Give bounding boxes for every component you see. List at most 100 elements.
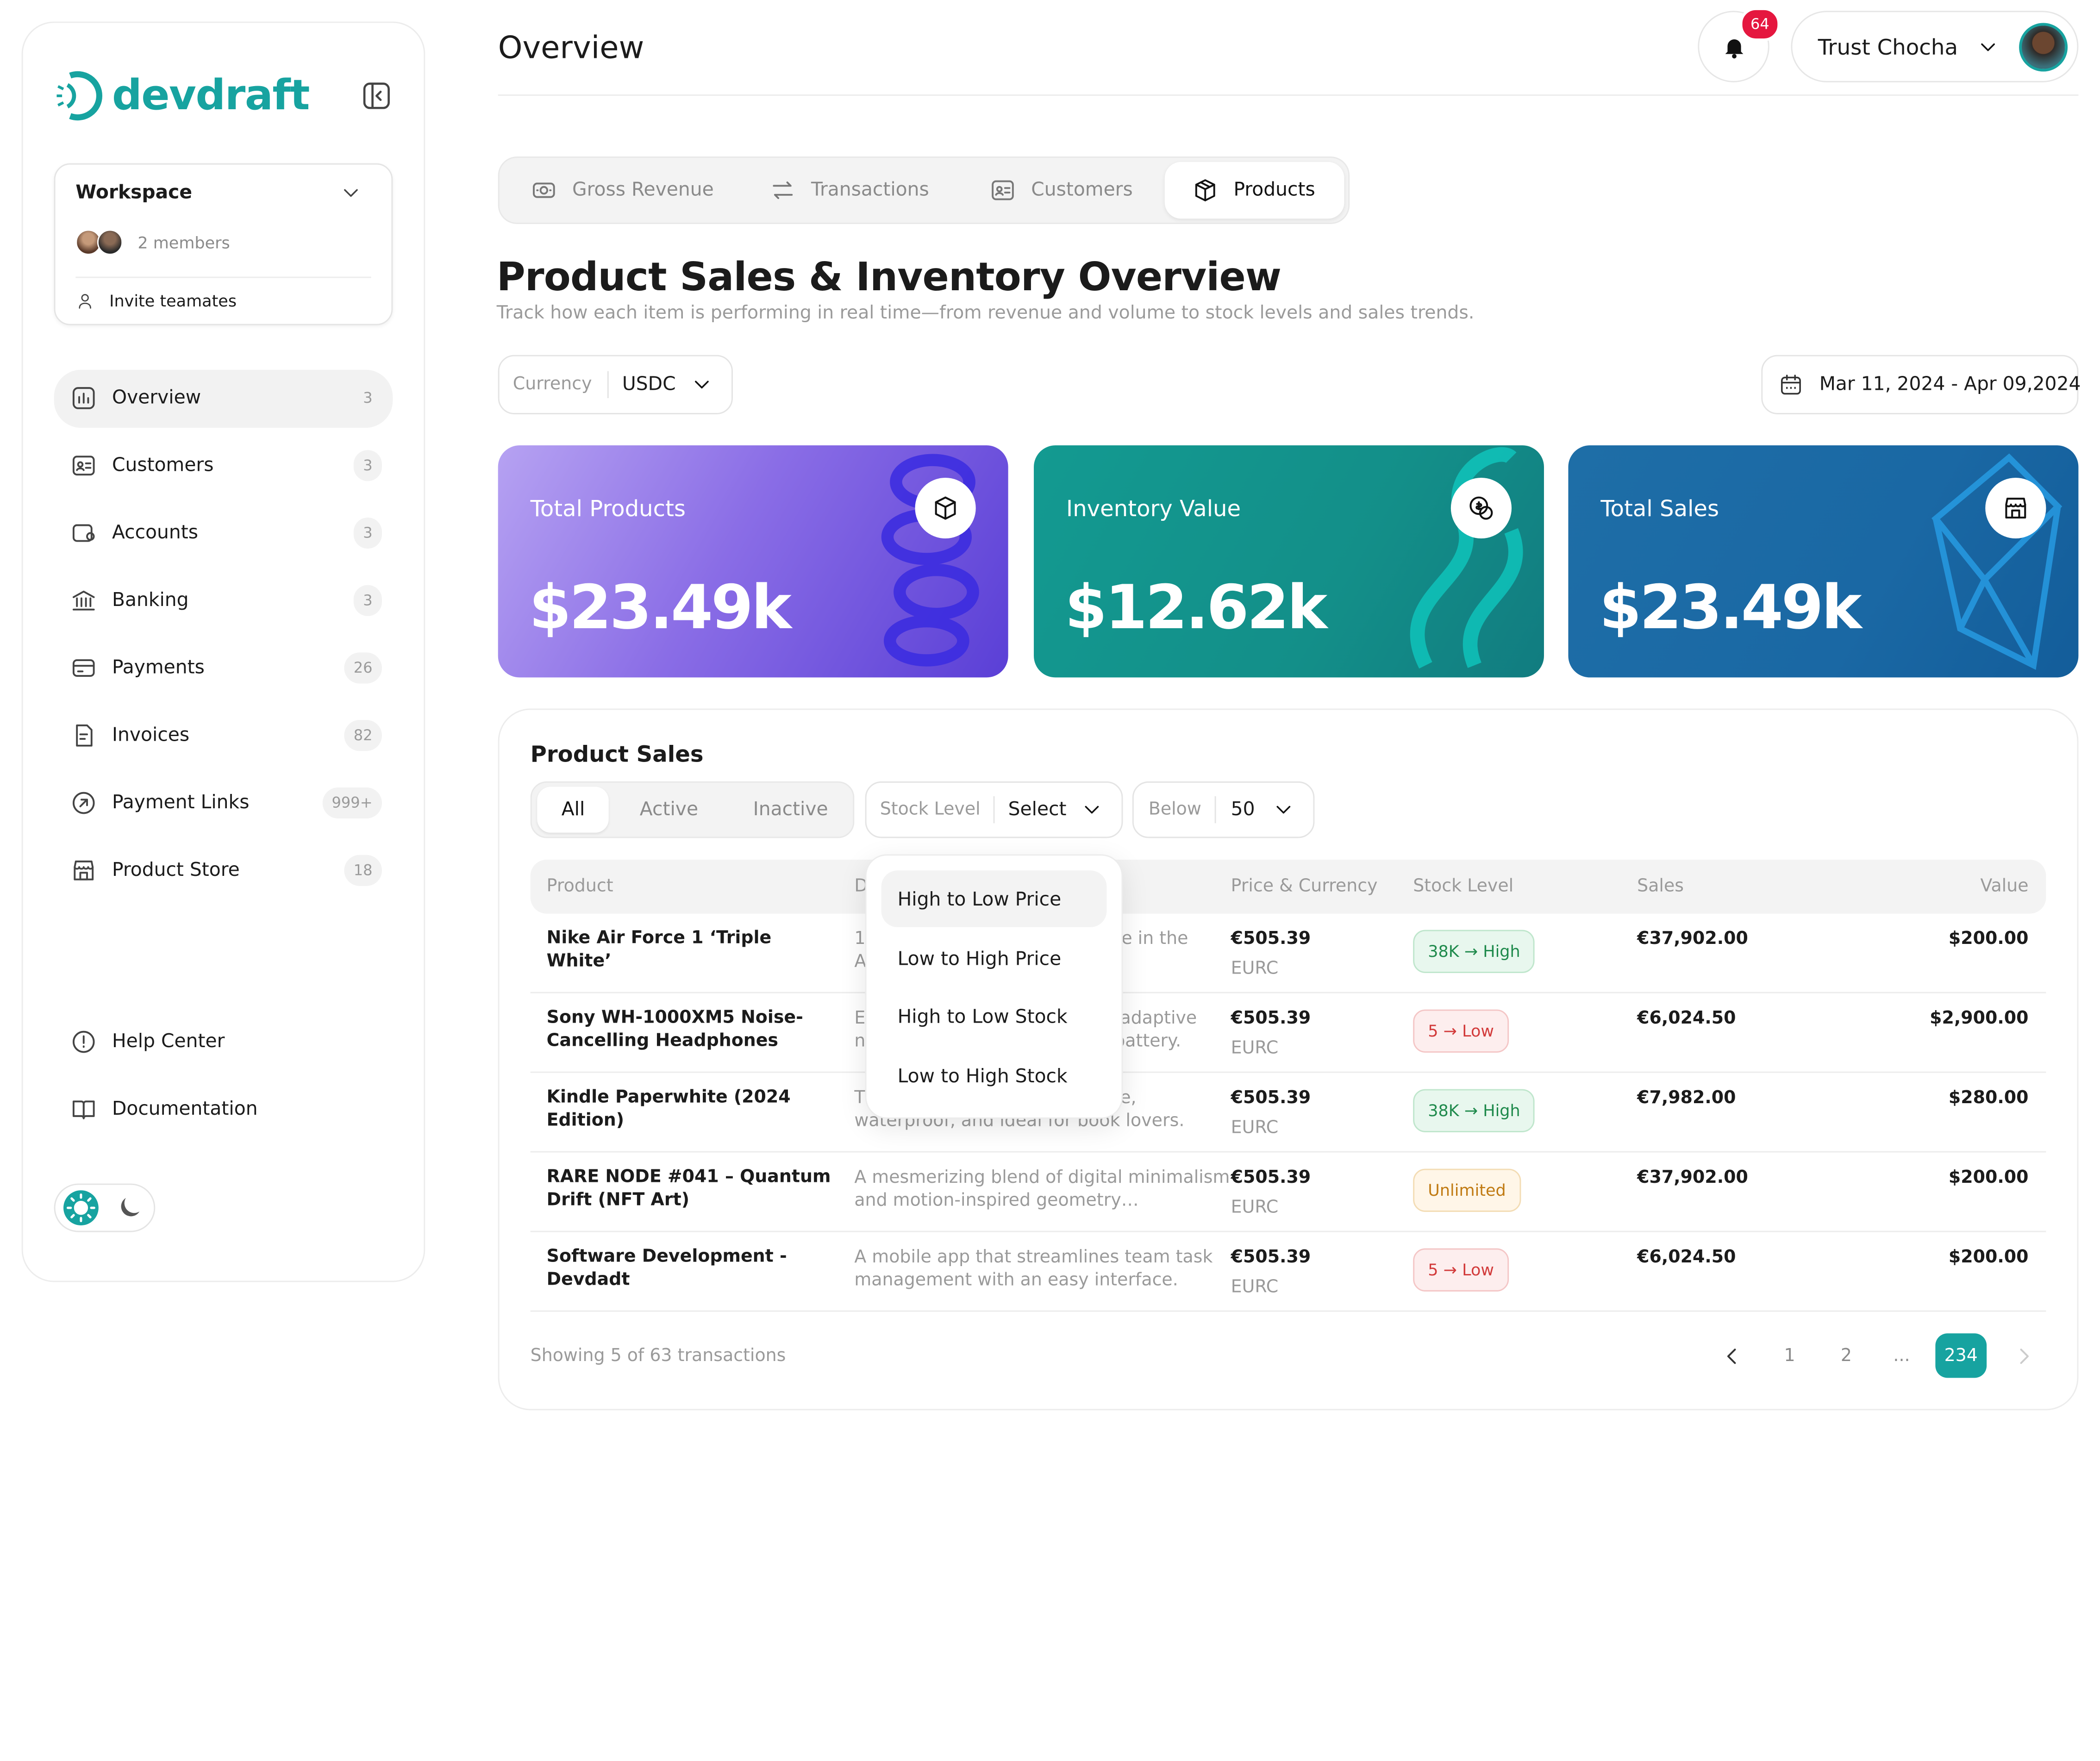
value: $200.00 bbox=[1948, 929, 2029, 949]
column-header: Price & Currency bbox=[1231, 876, 1378, 897]
icon-part bbox=[1467, 494, 1495, 528]
icon-part bbox=[1931, 453, 2062, 670]
icon-part bbox=[2020, 1349, 2029, 1364]
currency: EURC bbox=[1231, 1038, 1279, 1059]
footer-icon bbox=[70, 1096, 97, 1123]
icon-part bbox=[344, 189, 358, 197]
table-footer: Showing 5 of 63 transactions bbox=[530, 1346, 786, 1367]
header-divider bbox=[498, 94, 2079, 96]
icon-part bbox=[883, 615, 969, 667]
stock-badge: 5 → Low bbox=[1413, 1009, 1509, 1053]
section-title: Product Sales & Inventory Overview bbox=[496, 254, 1281, 300]
icon-part bbox=[1469, 496, 1493, 520]
stock-value: Select bbox=[1008, 799, 1067, 821]
icon-part bbox=[72, 1100, 85, 1119]
filter-option[interactable]: All bbox=[561, 799, 585, 821]
collapse-button[interactable] bbox=[360, 80, 393, 112]
currency-select[interactable] bbox=[498, 355, 733, 414]
icon-part bbox=[66, 1193, 95, 1223]
icon-part bbox=[77, 461, 84, 468]
divider bbox=[1214, 796, 1216, 824]
icon-part bbox=[66, 1193, 95, 1223]
filter-option[interactable]: Inactive bbox=[753, 799, 828, 821]
tab[interactable]: Products bbox=[1233, 179, 1315, 201]
icon-part bbox=[57, 101, 64, 106]
icon-part bbox=[375, 90, 382, 101]
nav-label: Invoices bbox=[112, 724, 190, 747]
card-value: $12.62k bbox=[1065, 571, 1327, 643]
icon-part bbox=[72, 387, 95, 409]
column-header: Product bbox=[546, 876, 613, 897]
dropdown-option[interactable]: High to Low Stock bbox=[897, 1007, 1068, 1029]
below-filter[interactable] bbox=[1132, 781, 1315, 838]
icon-part bbox=[74, 866, 94, 870]
footer-link[interactable]: Help Center bbox=[112, 1031, 225, 1053]
workspace-title: Workspace bbox=[75, 182, 193, 204]
card-title: Total Products bbox=[530, 496, 686, 522]
icon-part bbox=[2005, 498, 2026, 519]
user-name: Trust Chocha bbox=[1818, 34, 1958, 60]
nav-item[interactable] bbox=[54, 571, 393, 630]
icon-part bbox=[344, 189, 358, 197]
icon-part bbox=[1981, 43, 1995, 51]
tab[interactable]: Transactions bbox=[811, 179, 929, 201]
nav-count: 3 bbox=[353, 450, 382, 481]
value: $280.00 bbox=[1948, 1088, 2029, 1109]
page-number[interactable]: 2 bbox=[1840, 1346, 1852, 1367]
icon-part bbox=[1781, 375, 1801, 395]
page-number[interactable]: 234 bbox=[1944, 1346, 1978, 1367]
nav-active-bg bbox=[54, 369, 393, 428]
invite-link[interactable]: Invite teamates bbox=[109, 291, 237, 311]
nav-label: Accounts bbox=[112, 522, 199, 544]
stock-filter[interactable] bbox=[865, 781, 1123, 838]
card-icon bbox=[1985, 477, 2046, 539]
icon-part bbox=[72, 792, 95, 814]
dropdown-option[interactable]: High to Low Price bbox=[897, 889, 1062, 911]
icon-part bbox=[1475, 501, 1482, 511]
icon-part bbox=[1727, 1349, 1736, 1364]
icon-part bbox=[76, 467, 85, 471]
currency-value: USDC bbox=[622, 374, 676, 396]
dropdown-option[interactable]: Low to High Price bbox=[897, 948, 1062, 970]
chevron bbox=[690, 373, 714, 397]
table-row bbox=[530, 1073, 2046, 1153]
card-icon bbox=[915, 477, 976, 539]
nav-item[interactable] bbox=[54, 638, 393, 698]
notification-button[interactable] bbox=[1698, 11, 1769, 82]
page-number[interactable]: 1 bbox=[1784, 1346, 1795, 1367]
currency: EURC bbox=[1231, 1198, 1279, 1218]
tab-icon bbox=[531, 177, 557, 204]
card-decoration bbox=[833, 445, 1008, 677]
footer-link[interactable]: Documentation bbox=[112, 1098, 258, 1120]
icon-part bbox=[72, 1100, 95, 1119]
below-label: Below bbox=[1148, 799, 1201, 820]
icon-part bbox=[72, 1030, 95, 1053]
user-menu[interactable] bbox=[1791, 11, 2079, 82]
nav-item[interactable] bbox=[54, 706, 393, 765]
dropdown-option[interactable]: Low to High Stock bbox=[897, 1066, 1068, 1088]
icon-part bbox=[1479, 506, 1493, 520]
filter-option[interactable]: Active bbox=[639, 799, 699, 821]
sales: €6,024.50 bbox=[1637, 1248, 1736, 1268]
workspace-card[interactable] bbox=[54, 163, 393, 325]
light-mode-button[interactable] bbox=[63, 1190, 99, 1226]
tab[interactable]: Gross Revenue bbox=[572, 179, 714, 201]
nav-item[interactable] bbox=[54, 503, 393, 562]
nav-item[interactable] bbox=[54, 436, 393, 495]
card-title: Total Sales bbox=[1600, 496, 1719, 522]
icon-part bbox=[695, 381, 709, 389]
dark-mode-button[interactable] bbox=[115, 1193, 144, 1223]
icon-part bbox=[74, 1200, 88, 1215]
page-number[interactable]: ... bbox=[1893, 1346, 1910, 1367]
product-name: Sony WH-1000XM5 Noise-Cancelling Headpho… bbox=[546, 1008, 803, 1051]
table-row bbox=[530, 1153, 2046, 1232]
nav-item[interactable] bbox=[54, 368, 393, 428]
icon-part bbox=[1410, 447, 1523, 669]
date-picker[interactable] bbox=[1761, 355, 2079, 414]
icon-part bbox=[82, 1100, 95, 1119]
tab[interactable]: Customers bbox=[1031, 179, 1133, 201]
section-subtitle: Track how each item is performing in rea… bbox=[496, 302, 1475, 324]
icon-part bbox=[1195, 181, 1215, 201]
